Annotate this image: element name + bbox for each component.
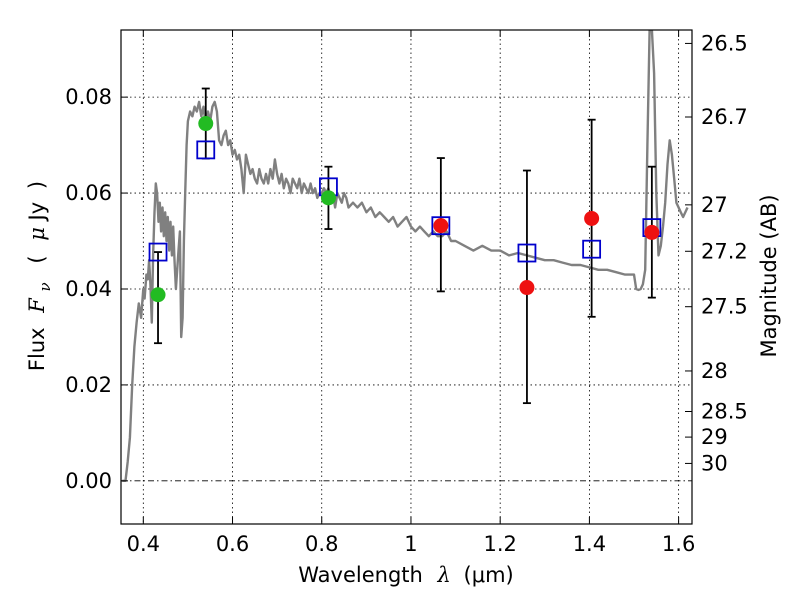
right-tick-label: 27 xyxy=(701,193,728,217)
spectrum-line xyxy=(122,30,689,482)
right-tick-label: 26.5 xyxy=(701,31,748,55)
y-tick-label: 0.00 xyxy=(65,469,112,493)
y-axis-label-symbol: F xyxy=(25,297,49,314)
y-axis-label-mu: μ xyxy=(25,227,49,241)
model-square xyxy=(517,243,537,263)
observed-point xyxy=(519,280,535,296)
right-tick-label: 28.5 xyxy=(701,400,748,424)
y-axis-label: Flux F ν ( μ Jy ) xyxy=(25,181,55,371)
right-tick-label: 28 xyxy=(701,359,728,383)
right-tick-label: 30 xyxy=(701,451,728,475)
markers xyxy=(148,116,662,303)
observed-point xyxy=(198,116,214,132)
y-axis-label-close: ) xyxy=(25,181,49,189)
x-axis-label-unit: (μm) xyxy=(464,563,514,587)
right-axis-label: Magnitude (AB) xyxy=(757,194,781,357)
right-tick-label: 26.7 xyxy=(701,105,748,129)
observed-point xyxy=(644,224,660,240)
y-axis-label-subscript: ν xyxy=(36,282,54,291)
x-axis-label-symbol: λ xyxy=(437,563,451,587)
observed-point xyxy=(433,218,449,234)
y-axis-label-open: ( xyxy=(25,255,49,263)
x-tick-label: 0.6 xyxy=(216,532,249,556)
model-square xyxy=(431,216,451,236)
x-axis-label: Wavelength λ (μm) xyxy=(298,563,513,587)
y-tick-label: 0.02 xyxy=(65,373,112,397)
x-tick-label: 1 xyxy=(404,532,417,556)
right-tick-label: 27.2 xyxy=(701,239,748,263)
observed-point xyxy=(150,287,166,303)
y-axis-label-unit: Jy xyxy=(25,202,49,223)
y-tick-label: 0.04 xyxy=(65,277,112,301)
x-tick-label: 1.6 xyxy=(662,532,695,556)
grid xyxy=(121,30,692,524)
x-tick-label: 1.2 xyxy=(483,532,516,556)
x-axis-label-text: Wavelength xyxy=(298,563,423,587)
error-bars xyxy=(154,87,656,405)
model-square xyxy=(582,239,602,259)
spectrum xyxy=(122,30,689,482)
y-tick-label: 0.06 xyxy=(65,181,112,205)
x-tick-label: 1.4 xyxy=(573,532,606,556)
ticks: 0.4 0.6 0.8 1 1.2 1.4 1.6 0.00 0.02 0.04 0.06 0.08 2… xyxy=(65,30,748,556)
plot-frame xyxy=(120,29,693,525)
observed-point xyxy=(320,190,336,206)
model-square xyxy=(148,242,168,262)
y-axis-label-text: Flux xyxy=(25,327,49,371)
model-square xyxy=(196,140,216,160)
right-tick-label: 27.5 xyxy=(701,295,748,319)
x-tick-label: 0.4 xyxy=(127,532,160,556)
observed-point xyxy=(584,210,600,226)
x-tick-label: 0.8 xyxy=(305,532,338,556)
right-tick-label: 29 xyxy=(701,425,728,449)
y-tick-label: 0.08 xyxy=(65,85,112,109)
